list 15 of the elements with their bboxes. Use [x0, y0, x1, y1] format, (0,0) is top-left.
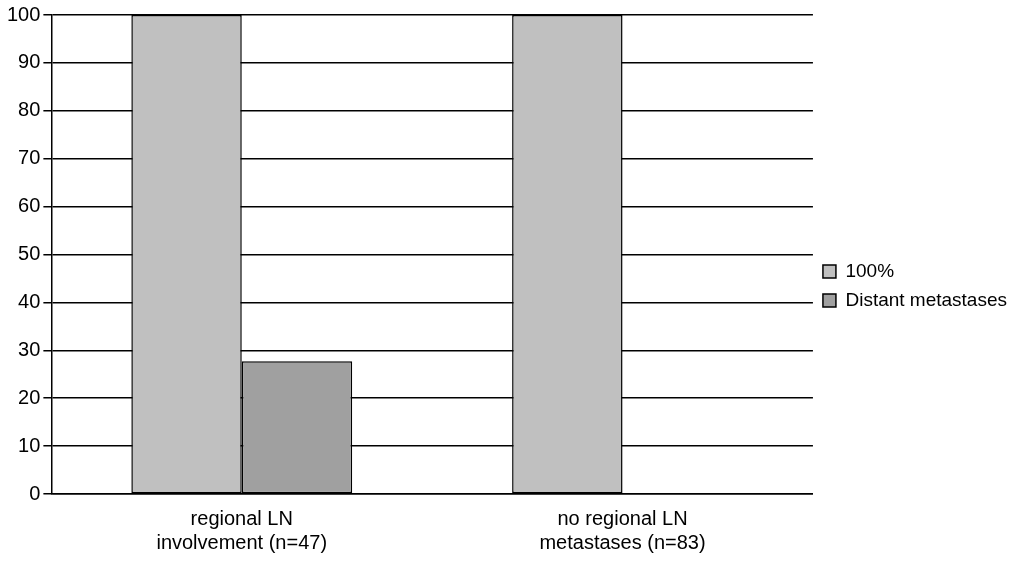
- x-tick-label: regional LN involvement (n=47): [156, 506, 328, 553]
- y-tick-label: 100: [6, 2, 41, 25]
- y-tick-label: 50: [18, 242, 41, 265]
- x-tick-label: no regional LN metastases (n=83): [539, 506, 706, 553]
- y-tick-label: 90: [18, 50, 41, 73]
- y-tick-label: 20: [18, 385, 41, 408]
- y-tick-label: 10: [18, 433, 41, 456]
- legend-label: 100%: [845, 259, 895, 281]
- y-tick-label: 30: [18, 337, 41, 360]
- y-tick-label: 0: [29, 481, 41, 504]
- y-tick-label: 80: [18, 98, 41, 121]
- y-tick-label: 40: [18, 289, 41, 312]
- y-tick-label: 60: [18, 194, 41, 217]
- legend-label: Distant metastases: [845, 288, 1008, 310]
- y-tick-label: 70: [18, 146, 41, 169]
